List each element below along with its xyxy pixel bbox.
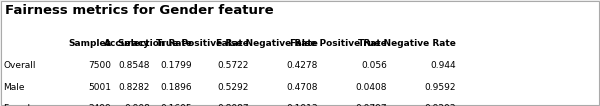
Text: True Negative Rate: True Negative Rate [358,39,456,48]
Text: 0.5292: 0.5292 [218,83,249,92]
Text: 0.9592: 0.9592 [425,83,456,92]
Text: 0.4708: 0.4708 [287,83,318,92]
Text: Male: Male [3,83,25,92]
Text: Fairness metrics for Gender feature: Fairness metrics for Gender feature [5,4,274,17]
Text: Overall: Overall [3,61,35,70]
Text: Accuracy: Accuracy [104,39,150,48]
Text: 5001: 5001 [88,83,111,92]
Text: False Positive Rate: False Positive Rate [290,39,387,48]
Text: 0.1896: 0.1896 [160,83,192,92]
Text: 0.8548: 0.8548 [119,61,150,70]
Text: 0.5722: 0.5722 [218,61,249,70]
Text: 0.1605: 0.1605 [160,104,192,106]
Text: 0.4278: 0.4278 [287,61,318,70]
Text: True Positive Rate: True Positive Rate [156,39,249,48]
Text: 0.056: 0.056 [361,61,387,70]
Text: 0.8282: 0.8282 [119,83,150,92]
Text: False Negative Rate: False Negative Rate [216,39,318,48]
Text: 0.908: 0.908 [124,104,150,106]
Text: 0.0408: 0.0408 [355,83,387,92]
Text: 0.1913: 0.1913 [286,104,318,106]
Text: 2499: 2499 [88,104,111,106]
Text: 0.8087: 0.8087 [217,104,249,106]
Text: 0.0797: 0.0797 [355,104,387,106]
Text: 0.1799: 0.1799 [160,61,192,70]
Text: Selection Rate: Selection Rate [118,39,192,48]
Text: Female: Female [3,104,36,106]
Text: Samples: Samples [68,39,111,48]
Text: 7500: 7500 [88,61,111,70]
Text: 0.944: 0.944 [430,61,456,70]
Text: 0.9203: 0.9203 [425,104,456,106]
